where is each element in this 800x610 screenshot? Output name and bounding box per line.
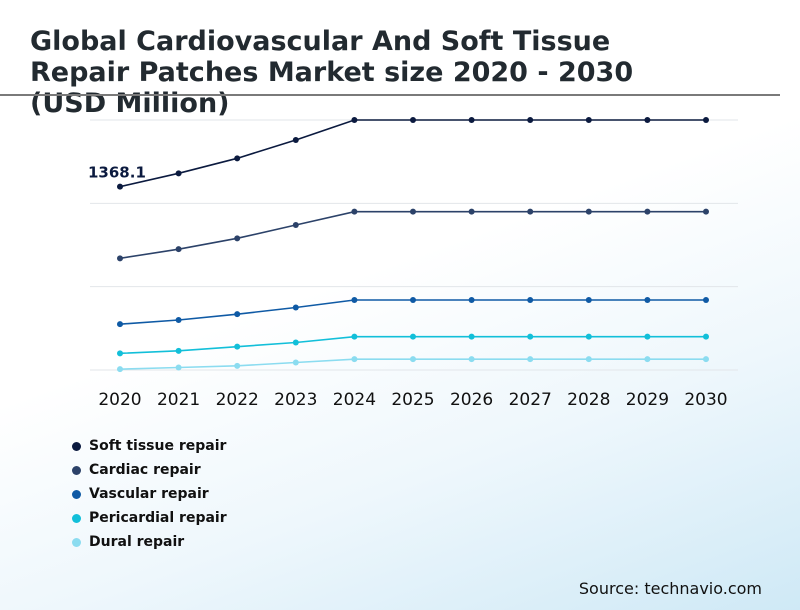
x-tick-label: 2024 [333, 390, 376, 410]
data-point [410, 208, 416, 215]
data-point [644, 117, 651, 123]
data-point [234, 311, 241, 318]
data-point [527, 356, 534, 363]
data-point [585, 333, 592, 340]
data-point [585, 208, 592, 215]
legend-item: Vascular repair [72, 482, 227, 506]
data-point [175, 347, 182, 354]
x-tick-label: 2029 [626, 390, 669, 410]
legend-label: Dural repair [89, 534, 185, 550]
legend-marker-icon [72, 537, 81, 547]
data-point [175, 246, 182, 253]
data-point [292, 339, 299, 346]
x-tick-label: 2030 [684, 390, 727, 410]
data-point [117, 183, 123, 190]
x-tick-label: 2023 [274, 390, 317, 410]
data-point [468, 208, 475, 215]
line-chart: 2020 2021 2022 2023 2024 2025 2026 2027 2028 2029… [88, 117, 738, 410]
data-point [410, 117, 416, 123]
legend-item: Cardiac repair [72, 458, 227, 482]
data-point [468, 117, 475, 123]
legend-item: Pericardial repair [72, 506, 227, 530]
legend-marker-icon [72, 465, 81, 475]
data-point [468, 356, 475, 363]
data-point [468, 333, 475, 340]
legend: Soft tissue repair Cardiac repair Vascular… [72, 434, 227, 554]
series-line-1 [119, 210, 706, 260]
data-point [292, 304, 299, 311]
data-point [351, 356, 358, 363]
data-point [117, 366, 123, 373]
data-point [703, 117, 709, 123]
series-line-2 [119, 299, 706, 325]
title-line-1: Global Cardiovascular And Soft Tissue [30, 26, 611, 57]
data-point [410, 333, 416, 340]
data-point [410, 297, 416, 303]
x-tick-label: 2020 [98, 390, 141, 410]
data-point [644, 297, 651, 303]
data-point [585, 297, 592, 303]
data-point [703, 333, 709, 340]
data-point [703, 208, 709, 215]
data-point [175, 170, 182, 177]
data-point [292, 137, 299, 143]
data-point [117, 350, 123, 357]
x-tick-label: 2027 [509, 390, 552, 410]
data-point [703, 356, 709, 363]
data-point [351, 117, 358, 123]
data-point [234, 155, 241, 162]
data-point [527, 117, 534, 123]
title-divider [0, 94, 780, 96]
data-point [292, 222, 299, 228]
source-credit: Source: technavio.com [578, 579, 762, 598]
title-line-3: (USD Million) [30, 88, 230, 119]
data-point [175, 364, 182, 371]
data-point [351, 208, 358, 215]
x-tick-label: 2022 [216, 390, 259, 410]
data-point [410, 356, 416, 363]
x-tick-label: 2028 [567, 390, 610, 410]
legend-marker-icon [72, 513, 81, 523]
x-tick-label: 2025 [391, 390, 434, 410]
legend-label: Soft tissue repair [89, 438, 227, 454]
series-line-0 [119, 119, 706, 188]
x-tick-label: 2021 [157, 390, 200, 410]
x-tick-label: 2026 [450, 390, 493, 410]
data-point [234, 362, 241, 369]
data-point [585, 117, 592, 123]
legend-marker-icon [72, 489, 81, 499]
legend-item: Soft tissue repair [72, 434, 227, 458]
data-point [527, 333, 534, 340]
data-point [292, 359, 299, 366]
data-point [644, 356, 651, 363]
data-point [351, 333, 358, 340]
data-point [703, 297, 709, 303]
data-point [468, 297, 475, 303]
data-point [117, 321, 123, 328]
data-point [234, 235, 241, 242]
data-point [527, 297, 534, 303]
data-point [351, 297, 358, 303]
legend-marker-icon [72, 441, 81, 451]
legend-label: Pericardial repair [89, 510, 227, 526]
legend-label: Vascular repair [89, 486, 209, 502]
legend-label: Cardiac repair [89, 462, 201, 478]
data-point [234, 343, 241, 350]
data-point [585, 356, 592, 363]
data-point [527, 208, 534, 215]
chart-title: Global Cardiovascular And Soft Tissue Re… [30, 26, 730, 119]
data-label: 1368.1 [88, 164, 146, 182]
legend-item: Dural repair [72, 530, 227, 554]
title-line-2: Repair Patches Market size 2020 - 2030 [30, 57, 634, 88]
data-point [117, 255, 123, 262]
data-point [644, 208, 651, 215]
data-point [644, 333, 651, 340]
data-point [175, 317, 182, 323]
